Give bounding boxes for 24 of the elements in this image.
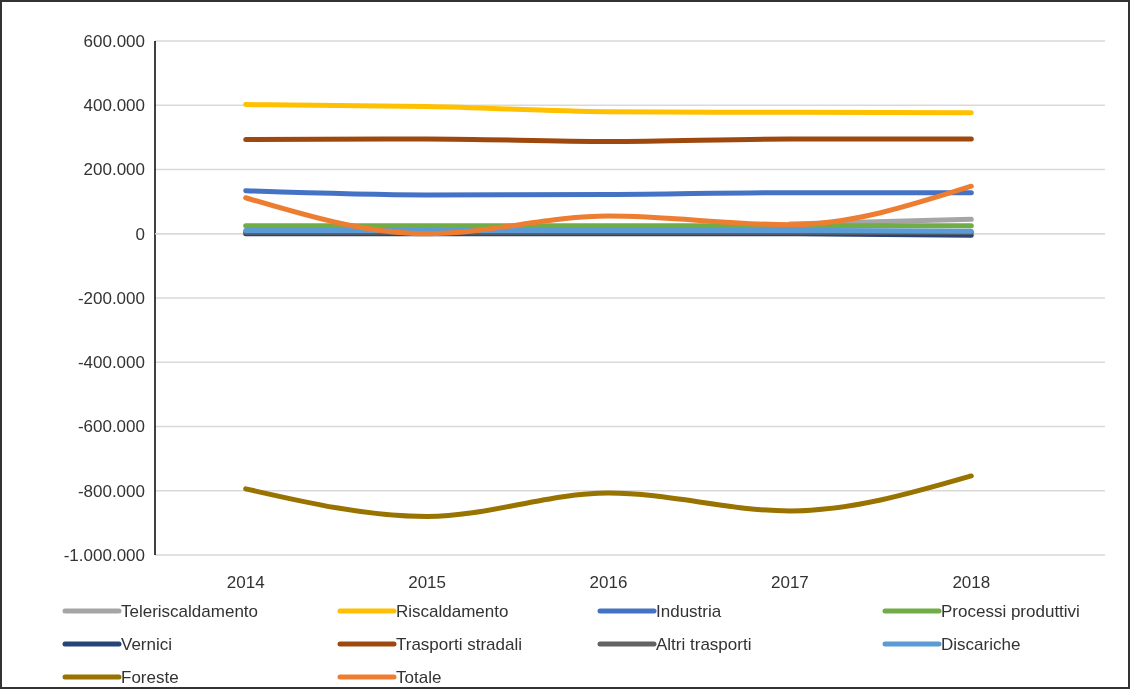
legend-label: Processi produttivi bbox=[941, 601, 1080, 621]
legend-label: Altri trasporti bbox=[656, 634, 752, 654]
x-tick-label: 2014 bbox=[226, 573, 265, 592]
y-tick-label: -1.000.000 bbox=[63, 545, 145, 565]
y-tick-label: -800.000 bbox=[77, 481, 145, 501]
legend-label: Industria bbox=[656, 601, 722, 621]
y-tick-label: -600.000 bbox=[77, 417, 145, 437]
x-tick-label: 2016 bbox=[589, 573, 628, 592]
y-tick-label: -200.000 bbox=[77, 288, 145, 308]
x-tick-label: 2015 bbox=[408, 573, 447, 592]
y-tick-label: -400.000 bbox=[77, 353, 145, 373]
legend-label: Trasporti stradali bbox=[396, 634, 522, 654]
legend-label: Foreste bbox=[121, 667, 179, 687]
y-tick-label: 0 bbox=[135, 224, 145, 244]
legend-label: Discariche bbox=[941, 634, 1021, 654]
x-tick-label: 2017 bbox=[770, 573, 809, 592]
legend-label: Totale bbox=[396, 667, 442, 687]
y-tick-label: 600.000 bbox=[83, 31, 145, 51]
x-tick-label: 2018 bbox=[952, 573, 991, 592]
legend-label: Teleriscaldamento bbox=[121, 601, 259, 621]
legend-label: Riscaldamento bbox=[396, 601, 509, 621]
y-tick-label: 200.000 bbox=[83, 160, 145, 180]
legend-label: Vernici bbox=[121, 634, 173, 654]
y-tick-label: 400.000 bbox=[83, 96, 145, 116]
